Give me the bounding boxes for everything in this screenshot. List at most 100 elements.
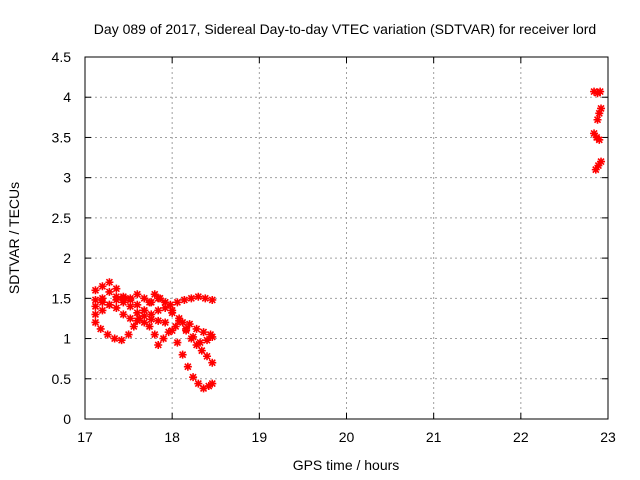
data-point bbox=[112, 284, 121, 293]
data-point bbox=[126, 302, 135, 311]
data-point bbox=[596, 87, 605, 96]
data-point bbox=[593, 115, 602, 124]
data-point bbox=[192, 324, 201, 333]
data-point bbox=[197, 346, 206, 355]
data-point bbox=[171, 322, 180, 331]
axis-ticks bbox=[84, 56, 609, 420]
data-point bbox=[91, 286, 100, 295]
y-tick-label: 1 bbox=[63, 331, 71, 347]
data-point bbox=[175, 316, 184, 325]
data-point bbox=[129, 322, 138, 331]
grid-lines bbox=[85, 57, 608, 419]
data-point bbox=[154, 340, 163, 349]
data-point bbox=[590, 87, 599, 96]
data-point bbox=[168, 326, 177, 335]
data-point bbox=[126, 295, 135, 304]
data-point bbox=[173, 338, 182, 347]
data-point bbox=[185, 320, 194, 329]
data-point bbox=[154, 306, 163, 315]
x-tick-labels: 17 18 19 20 21 22 23 bbox=[77, 429, 616, 445]
data-point bbox=[119, 292, 128, 301]
data-point bbox=[96, 324, 105, 333]
x-tick-label: 19 bbox=[252, 429, 268, 445]
data-point bbox=[182, 324, 191, 333]
data-point bbox=[119, 298, 128, 307]
data-point bbox=[154, 316, 163, 325]
data-point bbox=[201, 294, 210, 303]
data-point bbox=[199, 328, 208, 337]
data-point bbox=[590, 129, 599, 138]
data-point bbox=[189, 373, 198, 382]
data-point bbox=[178, 350, 187, 359]
data-point bbox=[105, 300, 114, 309]
y-tick-label: 1.5 bbox=[52, 290, 72, 306]
data-point bbox=[183, 362, 192, 371]
x-tick-label: 20 bbox=[339, 429, 355, 445]
data-point bbox=[591, 165, 600, 174]
data-point bbox=[150, 290, 159, 299]
data-point bbox=[145, 298, 154, 307]
data-point bbox=[124, 330, 133, 339]
data-point bbox=[110, 334, 119, 343]
data-point bbox=[187, 294, 196, 303]
data-point bbox=[203, 336, 212, 345]
data-point bbox=[180, 295, 189, 304]
data-point bbox=[91, 310, 100, 319]
data-point bbox=[161, 318, 170, 327]
data-point bbox=[178, 318, 187, 327]
x-tick-label: 18 bbox=[164, 429, 180, 445]
data-point bbox=[161, 303, 170, 312]
data-point bbox=[161, 298, 170, 307]
data-point bbox=[173, 298, 182, 307]
data-point bbox=[140, 318, 149, 327]
data-point bbox=[145, 322, 154, 331]
y-tick-label: 4 bbox=[63, 89, 71, 105]
data-point bbox=[105, 287, 114, 296]
data-point bbox=[147, 310, 156, 319]
x-tick-label: 23 bbox=[600, 429, 616, 445]
data-point bbox=[133, 316, 142, 325]
data-point bbox=[203, 352, 212, 361]
data-point bbox=[150, 330, 159, 339]
data-point bbox=[594, 161, 603, 170]
data-point bbox=[189, 332, 198, 341]
x-tick-label: 17 bbox=[77, 429, 93, 445]
data-point bbox=[208, 379, 217, 388]
data-point bbox=[98, 294, 107, 303]
y-axis-title: SDTVAR / TECUs bbox=[6, 182, 22, 294]
data-point bbox=[166, 300, 175, 309]
data-point bbox=[597, 157, 606, 166]
x-tick-label: 21 bbox=[426, 429, 442, 445]
data-point bbox=[91, 302, 100, 311]
y-tick-label: 0.5 bbox=[52, 371, 72, 387]
data-point bbox=[597, 104, 606, 113]
data-point bbox=[119, 310, 128, 319]
data-points bbox=[91, 87, 606, 393]
data-point bbox=[91, 295, 100, 304]
data-point bbox=[208, 295, 217, 304]
data-point bbox=[208, 358, 217, 367]
y-tick-label: 2 bbox=[63, 250, 71, 266]
data-point bbox=[133, 308, 142, 317]
y-tick-label: 3.5 bbox=[52, 129, 72, 145]
data-point bbox=[140, 294, 149, 303]
y-tick-labels: 0 0.5 1 1.5 2 2.5 3 3.5 4 4.5 bbox=[52, 49, 72, 427]
data-point bbox=[196, 338, 205, 347]
x-axis-title: GPS time / hours bbox=[293, 457, 400, 473]
data-point bbox=[199, 384, 208, 393]
data-point bbox=[140, 312, 149, 321]
data-point bbox=[140, 306, 149, 315]
data-point bbox=[126, 314, 135, 323]
data-point bbox=[133, 290, 142, 299]
data-point bbox=[112, 303, 121, 312]
data-point bbox=[91, 318, 100, 327]
data-point bbox=[155, 294, 164, 303]
data-point bbox=[112, 295, 121, 304]
data-point bbox=[208, 332, 217, 341]
x-tick-label: 22 bbox=[513, 429, 529, 445]
data-point bbox=[98, 298, 107, 307]
data-point bbox=[98, 282, 107, 291]
data-point bbox=[117, 336, 126, 345]
data-point bbox=[147, 315, 156, 324]
